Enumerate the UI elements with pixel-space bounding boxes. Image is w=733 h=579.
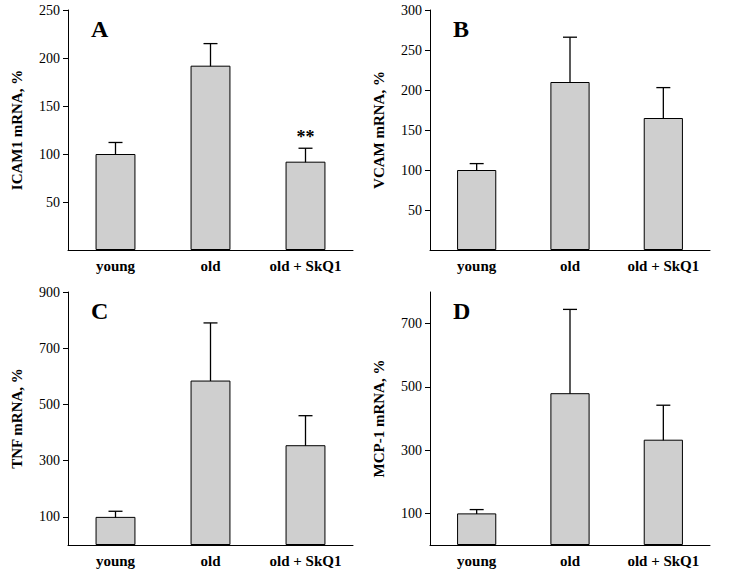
svg-text:old: old (200, 258, 221, 274)
svg-text:50: 50 (46, 195, 60, 210)
svg-text:700: 700 (39, 341, 60, 356)
svg-text:150: 150 (401, 123, 422, 138)
svg-text:300: 300 (39, 453, 60, 468)
svg-text:old + SkQ1: old + SkQ1 (627, 258, 699, 274)
svg-text:old + SkQ1: old + SkQ1 (270, 258, 342, 274)
svg-text:old: old (560, 553, 581, 569)
svg-text:300: 300 (401, 3, 422, 18)
svg-text:young: young (457, 553, 497, 569)
svg-text:300: 300 (401, 443, 422, 458)
svg-text:200: 200 (401, 83, 422, 98)
svg-text:250: 250 (401, 43, 422, 58)
svg-text:old + SkQ1: old + SkQ1 (270, 553, 342, 569)
svg-text:D: D (453, 298, 470, 324)
svg-text:MCP-1 mRNA, %: MCP-1 mRNA, % (371, 360, 387, 478)
svg-text:TNF mRNA, %: TNF mRNA, % (9, 368, 25, 469)
svg-text:700: 700 (401, 316, 422, 331)
svg-text:900: 900 (39, 285, 60, 300)
svg-text:100: 100 (39, 147, 60, 162)
svg-text:old: old (200, 553, 221, 569)
svg-text:young: young (96, 258, 136, 274)
svg-text:500: 500 (401, 379, 422, 394)
svg-text:150: 150 (39, 99, 60, 114)
svg-text:C: C (91, 298, 108, 324)
svg-text:young: young (96, 553, 136, 569)
svg-text:100: 100 (401, 506, 422, 521)
svg-text:B: B (453, 16, 469, 42)
svg-text:VCAM mRNA, %: VCAM mRNA, % (371, 71, 387, 189)
svg-text:**: ** (297, 127, 315, 147)
svg-text:100: 100 (401, 163, 422, 178)
svg-text:old + SkQ1: old + SkQ1 (627, 553, 699, 569)
svg-text:A: A (91, 16, 109, 42)
svg-text:500: 500 (39, 397, 60, 412)
svg-text:young: young (457, 258, 497, 274)
svg-text:50: 50 (408, 203, 422, 218)
svg-text:100: 100 (39, 509, 60, 524)
svg-text:ICAM1 mRNA, %: ICAM1 mRNA, % (9, 70, 25, 190)
svg-text:old: old (560, 258, 581, 274)
svg-text:200: 200 (39, 51, 60, 66)
svg-text:250: 250 (39, 3, 60, 18)
